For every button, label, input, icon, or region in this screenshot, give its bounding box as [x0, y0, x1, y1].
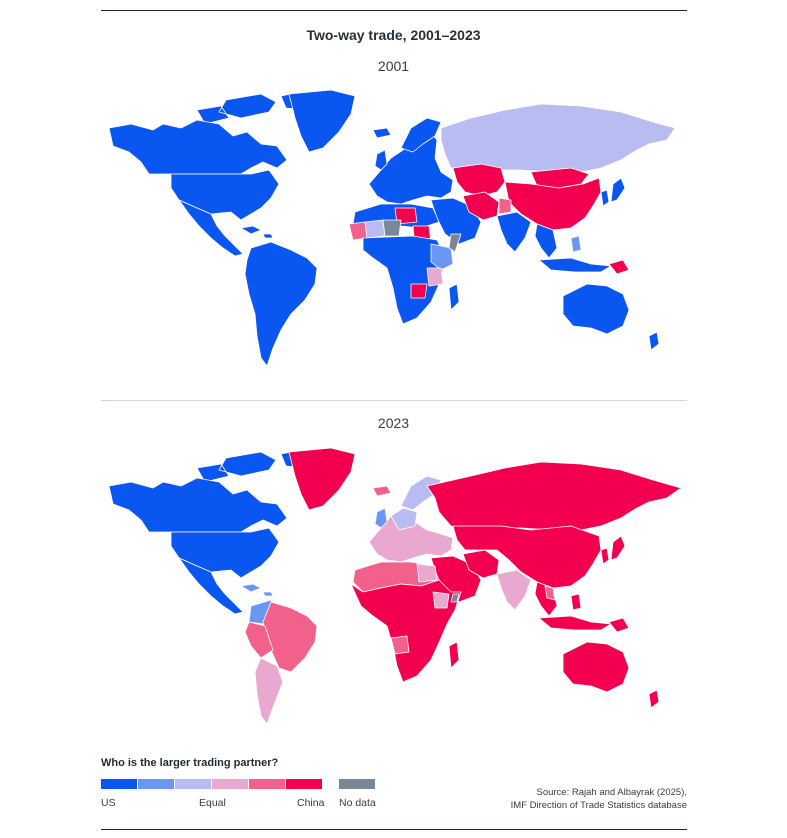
madagascar [448, 283, 460, 311]
legend-title: Who is the larger trading partner? [101, 757, 279, 769]
angola-2023 [390, 635, 410, 655]
africa-2023 [350, 579, 462, 683]
bottom-rule [101, 829, 687, 830]
png-2001 [608, 259, 630, 275]
greenland-2023 [288, 447, 356, 511]
legend-swatch-us [101, 779, 137, 789]
legend-swatch-lean-us [138, 779, 174, 789]
kazakhstan-2001 [452, 163, 506, 197]
mexico-2001 [178, 199, 244, 257]
legend-swatch-lean-china-light [212, 779, 248, 789]
source-line-1: Source: Rajah and Albayrak (2025), [536, 787, 687, 798]
world-map-2001 [108, 89, 676, 367]
map-2001-year-label: 2001 [377, 58, 410, 74]
source-note: Source: Rajah and Albayrak (2025), IMF D… [511, 786, 687, 812]
indonesia-2023 [538, 615, 612, 631]
germany-2023 [390, 507, 418, 531]
west-africa-2001 [348, 221, 368, 241]
central-africa-2001 [362, 235, 446, 325]
legend-swatch-china [286, 779, 322, 789]
zambia-2001 [410, 283, 428, 299]
new-zealand [648, 689, 660, 709]
korea-japan [600, 177, 626, 207]
caribbean [240, 583, 274, 597]
top-rule [101, 10, 687, 11]
legend-swatch-equal [175, 779, 211, 789]
somalia-2023 [450, 593, 460, 603]
vietnam-2023 [544, 585, 556, 601]
india-2023 [496, 569, 532, 611]
somalia-2001 [448, 233, 462, 253]
south-america-2001 [244, 241, 318, 367]
iceland [372, 127, 392, 139]
east-africa-2001 [430, 243, 454, 271]
mexico-2023 [178, 557, 244, 615]
legend-label-equal: Equal [199, 797, 226, 809]
afghanistan-2001 [498, 197, 512, 215]
niger-2001 [382, 219, 402, 237]
tanzania-2001 [426, 267, 444, 287]
russia-2023 [426, 461, 682, 531]
map-2023-year-label: 2023 [377, 415, 410, 431]
philippines [570, 593, 582, 611]
australia-2001 [562, 283, 630, 335]
canada-2001 [108, 119, 288, 175]
australia-2023 [562, 641, 630, 693]
usa-2023 [170, 527, 280, 579]
canada-2023 [108, 477, 288, 533]
indonesia-2001 [538, 257, 612, 273]
uk [374, 149, 388, 171]
caribbean [240, 225, 274, 239]
china-2001 [504, 177, 602, 231]
egypt-2023 [416, 563, 438, 583]
world-map-2023 [108, 447, 682, 725]
greenland-2001 [288, 89, 356, 153]
png-2023 [608, 617, 630, 633]
madagascar [448, 641, 460, 669]
india-2001 [496, 211, 532, 253]
legend-label-us: US [101, 797, 116, 809]
korea-japan-2023 [600, 535, 626, 565]
divider [101, 400, 687, 401]
source-line-2: IMF Direction of Trade Statistics databa… [510, 800, 687, 811]
legend-label-china: China [297, 797, 325, 809]
uk [374, 507, 388, 529]
legend-swatch-lean-china [249, 779, 285, 789]
ethiopia-2023 [432, 591, 450, 609]
chart-title: Two-way trade, 2001–2023 [306, 27, 481, 43]
new-zealand [648, 331, 660, 351]
southern-cone-2023 [254, 657, 284, 725]
philippines [570, 235, 582, 253]
legend-label-no-data: No data [339, 797, 376, 809]
usa-2001 [170, 169, 280, 221]
scandinavia [400, 117, 442, 153]
brazil-2023 [262, 601, 318, 673]
central-asia-2023 [452, 525, 602, 589]
iceland [372, 485, 392, 497]
legend-swatch-no-data [339, 779, 375, 789]
mali-2001 [364, 219, 386, 239]
southeast-asia-2001 [534, 223, 558, 259]
russia-2001 [440, 103, 676, 173]
